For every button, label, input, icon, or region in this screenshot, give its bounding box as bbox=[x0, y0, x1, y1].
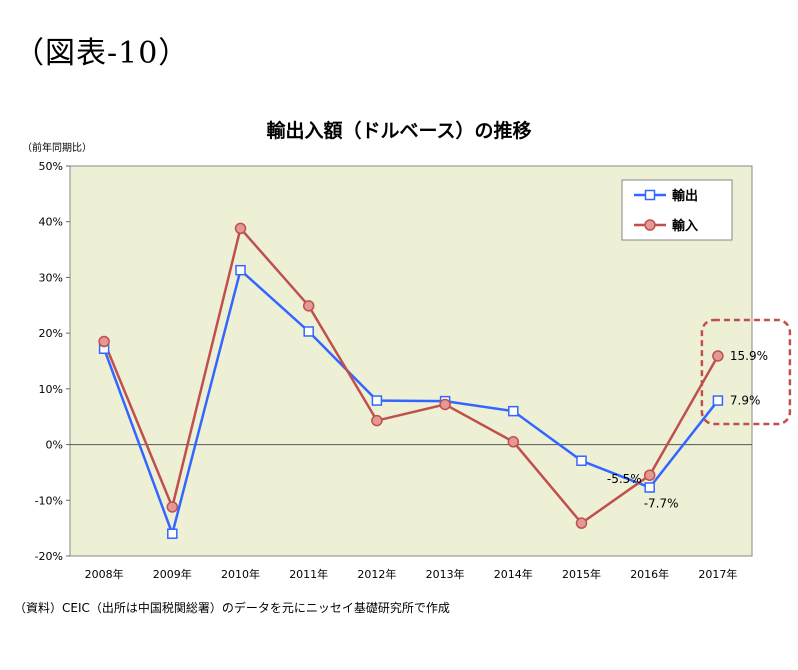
data-point-export bbox=[235, 264, 246, 276]
data-point-import bbox=[712, 350, 724, 362]
data-point-import bbox=[439, 398, 451, 411]
data-label: -5.5% bbox=[607, 472, 642, 486]
legend-label: 輸出 bbox=[672, 188, 698, 204]
data-point-export bbox=[303, 326, 314, 337]
data-point-import bbox=[98, 335, 110, 348]
y-tick-label: 30% bbox=[39, 271, 63, 284]
data-point-import bbox=[507, 436, 520, 448]
data-point-export bbox=[371, 395, 383, 406]
x-tick-label: 2017年 bbox=[698, 567, 737, 581]
data-point-import bbox=[575, 517, 588, 529]
x-tick-label: 2011年 bbox=[289, 567, 328, 581]
legend-box bbox=[621, 179, 733, 241]
data-point-import bbox=[643, 469, 656, 481]
x-tick-label: 2010年 bbox=[221, 567, 260, 581]
data-point-import bbox=[234, 222, 247, 235]
y-tick-label: -10% bbox=[35, 494, 63, 507]
y-axis-unit-label: （前年同期比） bbox=[22, 143, 92, 154]
y-tick-label: -20% bbox=[35, 550, 63, 563]
figure-label: （図表-10） bbox=[14, 36, 190, 71]
x-tick-label: 2015年 bbox=[562, 567, 601, 581]
x-tick-label: 2014年 bbox=[494, 567, 533, 581]
data-point-export bbox=[576, 455, 587, 466]
source-note: （資料）CEIC（出所は中国税関総署）のデータを元にニッセイ基礎研究所で作成 bbox=[14, 601, 450, 615]
y-tick-label: 40% bbox=[39, 216, 63, 229]
data-label: -7.7% bbox=[644, 496, 679, 510]
legend-marker-import bbox=[644, 219, 656, 231]
y-tick-label: 20% bbox=[39, 327, 63, 340]
data-point-export bbox=[508, 405, 519, 417]
x-tick-label: 2008年 bbox=[85, 567, 124, 581]
chart-title: 輸出入額（ドルベース）の推移 bbox=[266, 120, 532, 142]
y-tick-label: 10% bbox=[39, 383, 63, 396]
data-point-import bbox=[302, 300, 315, 312]
legend-label: 輸入 bbox=[672, 218, 698, 234]
series-line-import bbox=[102, 225, 719, 525]
highlight-box bbox=[700, 318, 792, 426]
y-tick-label: 0% bbox=[46, 439, 63, 452]
data-point-import bbox=[371, 414, 383, 427]
legend-marker-export bbox=[644, 189, 656, 201]
data-point-export bbox=[167, 528, 178, 539]
data-point-export bbox=[712, 395, 724, 406]
data-point-import bbox=[166, 501, 179, 513]
x-tick-label: 2013年 bbox=[426, 567, 465, 581]
x-tick-label: 2016年 bbox=[630, 567, 669, 581]
data-point-export bbox=[644, 482, 655, 493]
data-label: 7.9% bbox=[730, 394, 761, 408]
data-label: 15.9% bbox=[730, 349, 768, 363]
x-tick-label: 2009年 bbox=[153, 567, 192, 581]
y-tick-label: 50% bbox=[39, 160, 63, 173]
series-line-export bbox=[102, 267, 719, 538]
x-tick-label: 2012年 bbox=[357, 567, 396, 581]
